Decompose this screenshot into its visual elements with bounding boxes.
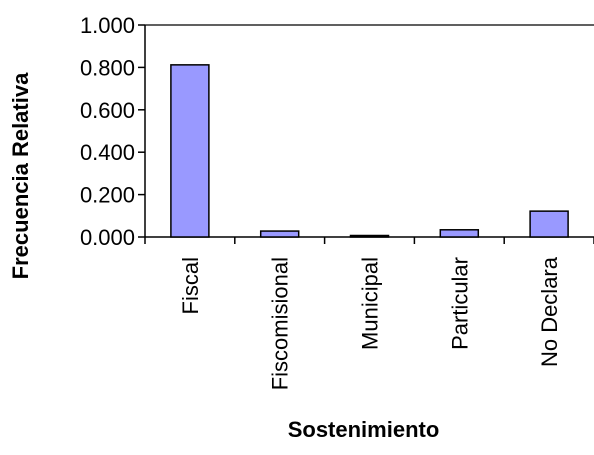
x-tick-label: Fiscal	[178, 257, 203, 314]
bar-no-declara	[529, 210, 569, 238]
x-tick-label: Municipal	[358, 257, 383, 350]
y-axis-title: Frecuencia Relativa	[8, 72, 33, 279]
bar-municipal	[349, 234, 390, 238]
x-tick-label: Particular	[447, 257, 472, 350]
bar-particular	[439, 229, 480, 238]
x-tick-label: No Declara	[537, 256, 562, 367]
y-tick-label: 0.400	[80, 140, 135, 165]
plot-area: 0.000 0.200 0.400 0.600 0.800 1.000 Fiscal Fisc…	[80, 13, 594, 390]
y-tick-label: 0.600	[80, 98, 135, 123]
y-tick-label: 0.200	[80, 183, 135, 208]
bar-fiscomisional	[259, 230, 300, 238]
x-tick-label: Fiscomisional	[268, 257, 293, 390]
bar-fiscal	[170, 64, 210, 238]
y-tick-label: 1.000	[80, 13, 135, 38]
y-tick-label: 0.800	[80, 55, 135, 80]
y-tick-label: 0.000	[80, 225, 135, 250]
x-axis-title: Sostenimiento	[288, 417, 440, 442]
